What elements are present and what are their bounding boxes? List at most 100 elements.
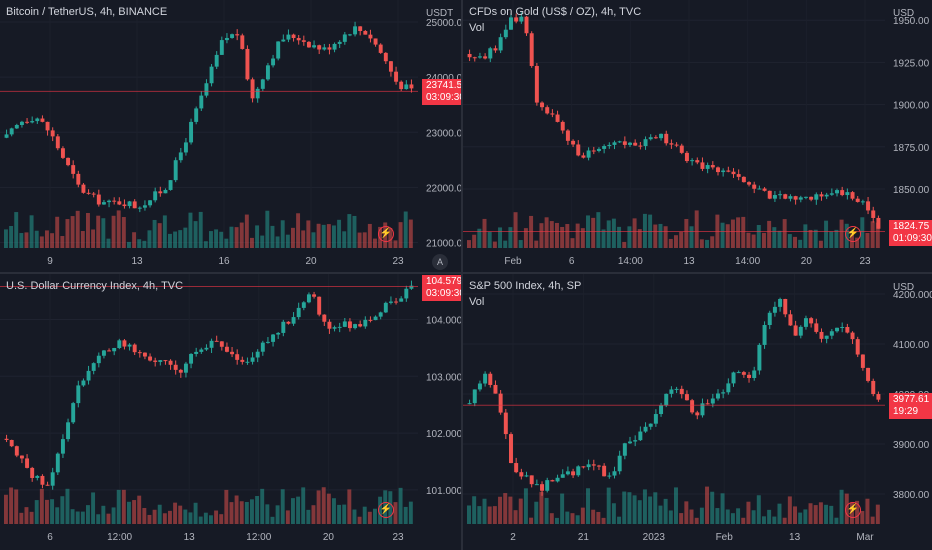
x-tick-label: Mar <box>856 532 874 543</box>
unit-label: USD <box>893 282 914 293</box>
candle-body <box>845 326 850 333</box>
countdown-value: 01:09:30 <box>893 232 932 244</box>
candle-body <box>752 370 757 379</box>
y-tick-label: 24000.00 <box>426 73 461 84</box>
auto-scale-button[interactable]: A <box>432 254 448 270</box>
volume-bar <box>101 505 106 524</box>
candle-body <box>860 354 865 368</box>
lightning-icon[interactable]: ⚡ <box>378 226 394 242</box>
volume-bar <box>132 232 137 248</box>
candle-body <box>117 340 122 348</box>
volume-bar <box>121 489 126 524</box>
lightning-icon[interactable]: ⚡ <box>845 502 861 518</box>
candle-body <box>148 200 153 206</box>
volume-bar <box>96 514 101 524</box>
lightning-icon[interactable]: ⚡ <box>378 502 394 518</box>
volume-bar <box>653 492 658 524</box>
candle-body <box>612 142 617 145</box>
chart-pane-4[interactable]: 4200.0004100.004000.003900.003800.00USD2… <box>463 274 932 550</box>
volume-bar <box>311 505 316 524</box>
candle-body <box>550 480 555 482</box>
volume-bar <box>658 223 663 248</box>
candle-body <box>142 352 147 357</box>
chart-pane-1[interactable]: 25000.00 24000.00 23000.00 22000.00 21000.00… <box>0 0 472 272</box>
volume-bar <box>694 517 699 524</box>
volume-bar <box>260 488 265 524</box>
candle-body <box>158 360 163 362</box>
candle-body <box>101 350 106 356</box>
volume-bar <box>60 236 65 248</box>
candle-body <box>86 370 91 381</box>
candle-body <box>230 351 235 355</box>
volume-bar <box>326 224 331 248</box>
volume-bar <box>347 489 352 524</box>
volume-bar <box>234 495 239 524</box>
candle-body <box>142 205 147 208</box>
last-price-tag: 3977.61 19:29 <box>889 393 932 420</box>
volume-bar <box>467 240 471 248</box>
candle-body <box>726 170 731 172</box>
candle-body <box>378 44 383 53</box>
volume-bar <box>244 214 249 248</box>
volume-bar <box>736 217 741 248</box>
x-tick-label: 13 <box>789 532 801 543</box>
candle-body <box>540 102 545 108</box>
candle-body <box>60 439 65 454</box>
candle-body <box>866 201 871 211</box>
volume-bar <box>80 511 85 524</box>
candle-body <box>571 140 576 145</box>
volume-bar <box>601 229 606 248</box>
volume-bar <box>39 236 44 248</box>
candle-body <box>529 33 534 66</box>
volume-bar <box>203 241 208 248</box>
volume-bar <box>855 237 860 248</box>
volume-bar <box>147 514 152 524</box>
lightning-icon[interactable]: ⚡ <box>845 226 861 242</box>
volume-bar <box>787 496 792 524</box>
candle-body <box>596 465 601 467</box>
volume-bar <box>24 232 29 248</box>
y-tick-label: 104.000 <box>426 315 461 326</box>
volume-bar <box>260 235 265 248</box>
volume-bar <box>761 516 766 524</box>
candle-body <box>76 385 81 404</box>
volume-bar <box>50 233 55 248</box>
volume-bar <box>684 218 689 248</box>
x-tick-label: 21 <box>578 532 590 543</box>
candle-body <box>394 301 399 303</box>
candle-body <box>695 160 700 163</box>
volume-bar <box>611 218 616 248</box>
volume-bar <box>730 219 735 248</box>
volume-bar <box>296 496 301 524</box>
volume-bar <box>403 211 408 248</box>
volume-bar <box>477 506 482 524</box>
volume-bar <box>244 502 249 524</box>
volume-bar <box>498 496 503 524</box>
candle-body <box>477 56 482 58</box>
candle-body <box>472 389 477 404</box>
candle-body <box>700 162 705 169</box>
candle-body <box>9 439 14 447</box>
candle-body <box>540 484 545 491</box>
candle-body <box>581 155 586 158</box>
candle-body <box>214 54 219 67</box>
volume-bar <box>813 505 818 524</box>
volume-bar <box>19 233 24 248</box>
candle-body <box>168 360 173 365</box>
candle-body <box>255 351 260 358</box>
candle-body <box>664 393 669 406</box>
volume-bar <box>596 212 601 248</box>
candle-body <box>368 34 373 39</box>
volume-bar <box>580 228 585 248</box>
volume-bar <box>632 495 637 524</box>
candle-body <box>560 474 565 478</box>
volume-bar <box>617 516 622 524</box>
candle-body <box>383 302 388 313</box>
volume-bar <box>544 497 549 524</box>
volume-bar <box>829 505 834 524</box>
volume-bar <box>523 488 528 524</box>
chart-pane-2[interactable]: 1950.00 1925.00 1900.00 1875.00 1850.00 USD Fe… <box>463 0 932 272</box>
candle-body <box>617 141 622 143</box>
chart-pane-3[interactable]: 104.000103.000102.000101.000USD612:00131… <box>0 274 469 550</box>
volume-bar <box>642 213 647 248</box>
